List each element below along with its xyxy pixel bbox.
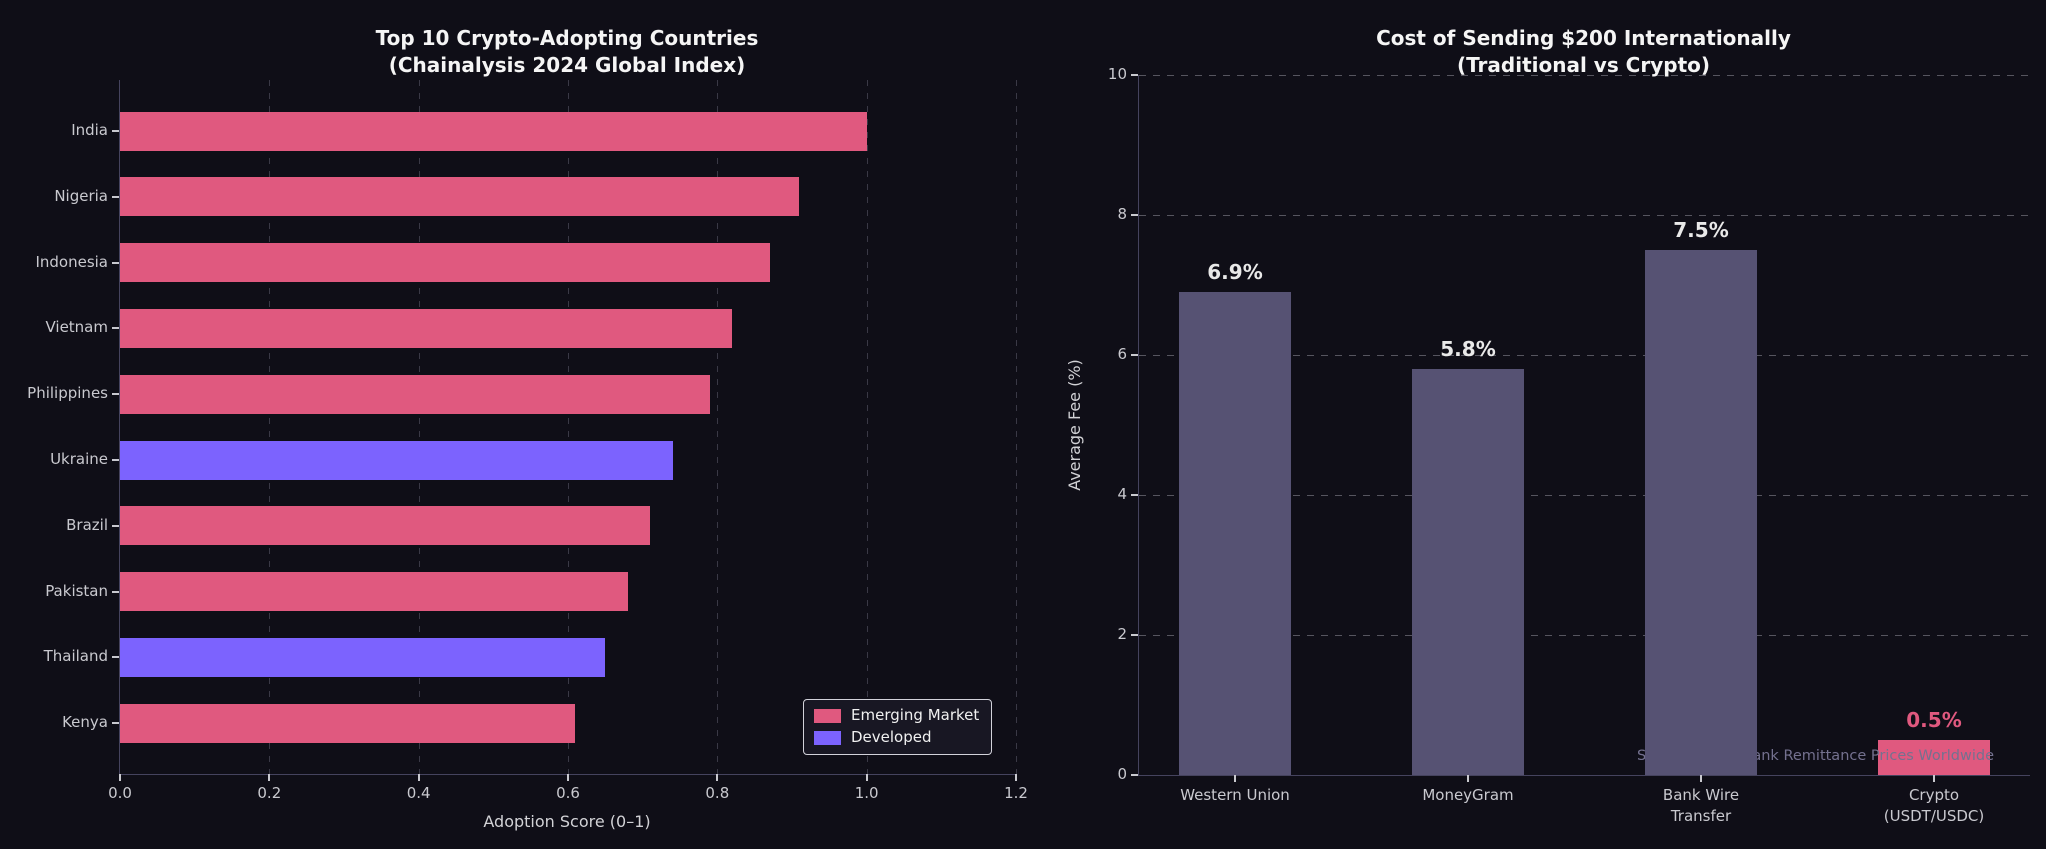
x-tick-label-bank-wire: Bank Wire Transfer [1662, 786, 1740, 825]
legend-label-developed: Developed [851, 728, 932, 746]
bar-pakistan [120, 572, 628, 612]
bar-western-union [1179, 292, 1291, 775]
y-tick-label-6: 6 [1117, 345, 1127, 363]
y-tick-mark-10 [1131, 74, 1138, 76]
x-tick-label-0.8: 0.8 [705, 784, 730, 802]
legend-swatch-developed [814, 730, 841, 745]
y-tick-mark-0 [1131, 774, 1138, 776]
x-tick-label-crypto: Crypto (USDT/USDC) [1883, 786, 1985, 825]
gridline-y-10 [1139, 75, 2030, 76]
bar-thailand [120, 637, 606, 677]
x-tick-mark-0.6 [567, 774, 569, 781]
x-tick-label-0.4: 0.4 [406, 784, 431, 802]
y-tick-mark-nigeria [112, 195, 119, 198]
y-tick-mark-philippines [112, 393, 119, 396]
legend: Emerging Market Developed [803, 699, 993, 755]
gridline-x-0.4 [418, 80, 420, 774]
x-tick-label-1.0: 1.0 [854, 784, 879, 802]
y-tick-mark-ukraine [112, 459, 119, 461]
bar-india [120, 111, 867, 151]
y-tick-label-ukraine: Ukraine [50, 450, 108, 468]
right-plot-area: Source: World Bank Remittance Prices Wor… [1108, 65, 2030, 825]
bar-value-bank-wire: 7.5% [1673, 218, 1729, 242]
gridline-x-0.6 [568, 80, 569, 774]
bar-ukraine [120, 440, 673, 480]
left-chart-title: Top 10 Crypto-Adopting Countries (Chaina… [375, 25, 759, 77]
y-tick-mark-vietnam [112, 327, 119, 330]
gridline-y-4 [1139, 495, 2030, 496]
legend-label-emerging-market: Emerging Market [851, 706, 980, 724]
legend-item-developed: Developed [814, 730, 979, 745]
bar-indonesia [120, 243, 770, 283]
legend-item-emerging-market: Emerging Market [814, 708, 979, 723]
bar-bank-wire [1645, 250, 1757, 775]
y-tick-mark-india [112, 130, 119, 132]
y-tick-label-10: 10 [1107, 65, 1127, 83]
bar-value-moneygram: 5.8% [1440, 337, 1496, 361]
y-tick-mark-indonesia [112, 261, 119, 264]
gridline-x-0.8 [717, 80, 719, 774]
y-tick-label-pakistan: Pakistan [45, 581, 108, 600]
right-y-axis-label: Average Fee (%) [1065, 359, 1084, 491]
x-tick-mark-bank-wire [1700, 775, 1702, 782]
y-tick-mark-kenya [112, 722, 119, 725]
x-tick-label-1.2: 1.2 [1004, 784, 1028, 802]
bar-value-crypto: 0.5% [1906, 708, 1962, 732]
bar-vietnam [120, 308, 733, 348]
bar-kenya [120, 703, 576, 743]
x-tick-label-0.2: 0.2 [257, 784, 282, 802]
y-tick-mark-6 [1131, 354, 1138, 356]
bar-moneygram [1412, 369, 1524, 775]
bar-nigeria [120, 177, 800, 217]
y-tick-label-thailand: Thailand [43, 647, 108, 666]
x-tick-mark-0.0 [119, 774, 121, 781]
y-tick-label-brazil: Brazil [66, 515, 108, 534]
gridline-y-6 [1139, 355, 2030, 356]
left-plot-area: 0.0 0.2 0.4 0.6 0.8 1.0 1.2 India Nigeria Indones… [27, 80, 1028, 802]
gridline-x-1.0 [866, 80, 868, 774]
y-tick-mark-4 [1131, 494, 1138, 496]
bar-brazil [120, 506, 651, 546]
x-tick-mark-western-union [1234, 775, 1236, 782]
y-tick-mark-8 [1131, 214, 1138, 216]
y-tick-label-indonesia: Indonesia [35, 252, 108, 271]
x-tick-label-moneygram: MoneyGram [1422, 786, 1514, 804]
x-tick-mark-crypto [1933, 775, 1935, 782]
y-tick-label-kenya: Kenya [62, 713, 108, 732]
y-tick-label-0: 0 [1117, 765, 1127, 783]
x-tick-mark-moneygram [1467, 775, 1469, 782]
x-tick-label-0.6: 0.6 [556, 784, 580, 802]
gridline-y-8 [1139, 215, 2030, 216]
legend-swatch-emerging-market [814, 708, 841, 723]
x-tick-mark-1.2 [1015, 774, 1017, 781]
x-tick-mark-0.8 [716, 774, 719, 781]
y-tick-label-8: 8 [1117, 205, 1127, 223]
y-tick-label-vietnam: Vietnam [45, 318, 108, 337]
y-tick-label-india: India [71, 121, 108, 139]
gridline-y-2 [1139, 635, 2030, 636]
bar-value-western-union: 6.9% [1207, 260, 1263, 284]
left-x-axis-label: Adoption Score (0–1) [483, 812, 651, 831]
y-tick-label-philippines: Philippines [27, 384, 108, 403]
y-tick-label-4: 4 [1117, 485, 1127, 503]
bar-crypto [1878, 740, 1990, 775]
y-tick-label-nigeria: Nigeria [54, 186, 108, 205]
bar-philippines [120, 374, 710, 414]
gridline-x-1.2 [1016, 80, 1017, 774]
x-tick-label-western-union: Western Union [1180, 786, 1290, 804]
y-tick-mark-thailand [112, 656, 119, 659]
y-tick-mark-2 [1131, 634, 1138, 636]
y-tick-mark-brazil [112, 524, 119, 527]
x-tick-mark-0.2 [268, 774, 271, 781]
y-tick-label-2: 2 [1117, 625, 1127, 643]
x-tick-mark-0.4 [417, 774, 420, 781]
right-chart-title: Cost of Sending $200 Internationally (Tr… [1376, 25, 1791, 77]
gridline-x-0.2 [269, 80, 271, 774]
x-tick-mark-1.0 [865, 774, 868, 781]
y-tick-mark-pakistan [112, 590, 119, 593]
x-tick-label-0.0: 0.0 [108, 784, 132, 802]
